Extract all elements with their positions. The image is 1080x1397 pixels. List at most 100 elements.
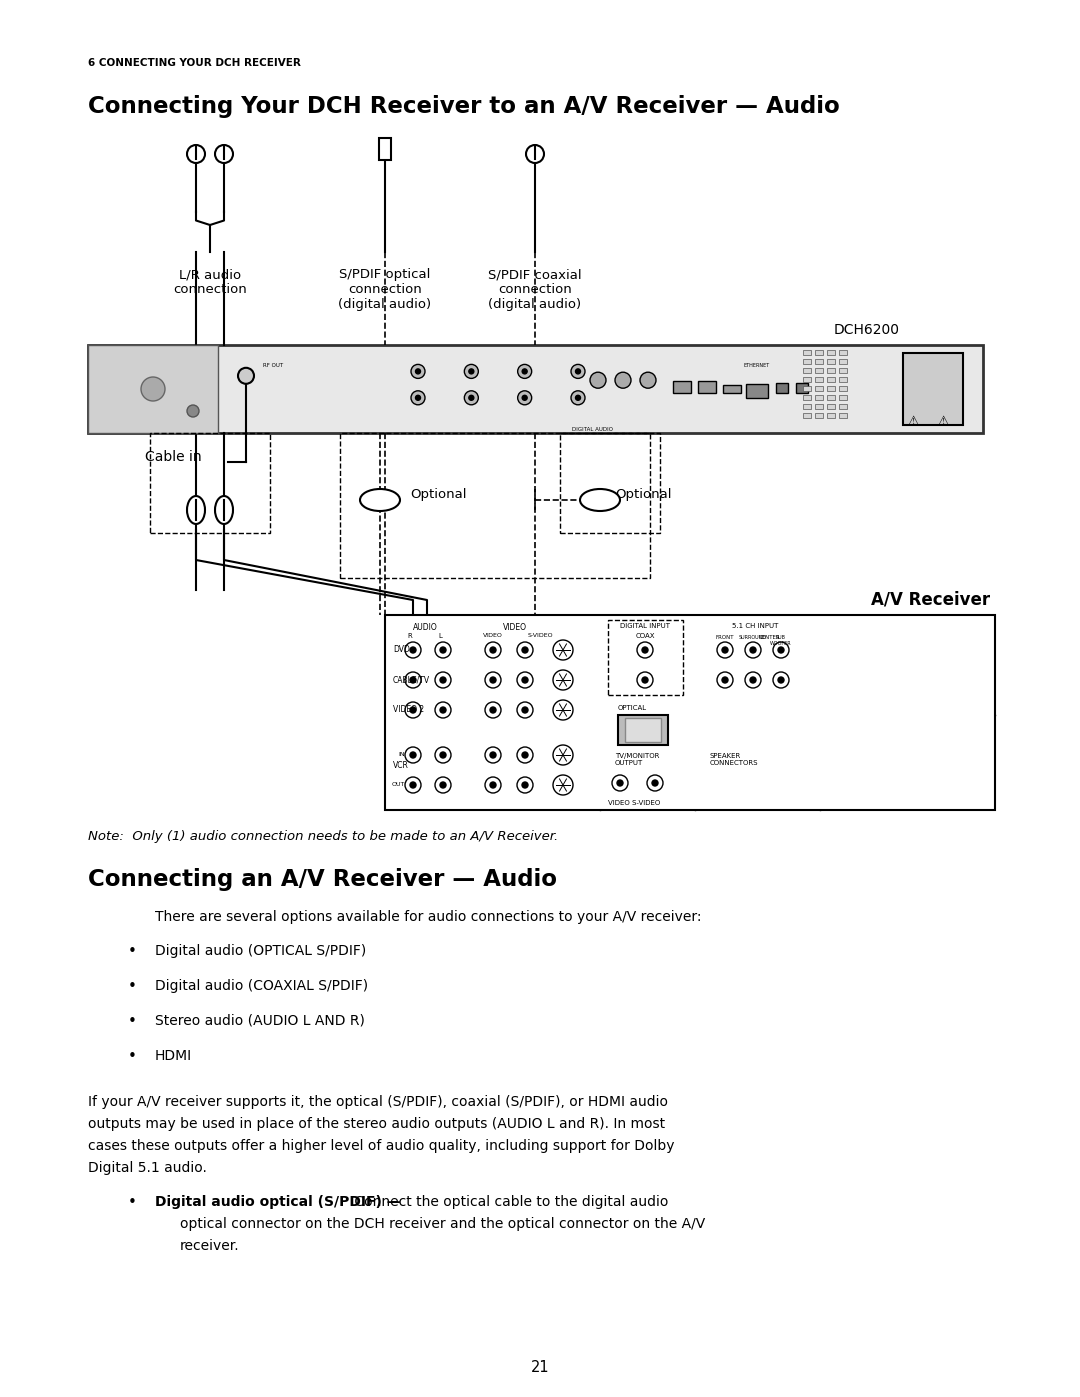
Ellipse shape [215,496,233,524]
Text: SPEAKER
CONNECTORS: SPEAKER CONNECTORS [710,753,758,766]
Text: ETHERNET: ETHERNET [744,363,770,367]
Circle shape [490,752,496,759]
Text: •: • [129,979,137,995]
Text: •: • [129,944,137,958]
Text: Cable in: Cable in [145,450,202,464]
Text: •: • [129,1194,137,1210]
Bar [804,395,811,400]
Circle shape [553,745,573,766]
Text: Optional: Optional [410,488,467,502]
Circle shape [576,395,581,401]
Text: Digital audio (COAXIAL S/PDIF): Digital audio (COAXIAL S/PDIF) [156,979,368,993]
Text: AUDIO: AUDIO [413,623,437,631]
Circle shape [416,369,420,374]
Circle shape [522,678,528,683]
Text: Digital 5.1 audio.: Digital 5.1 audio. [87,1161,207,1175]
Circle shape [485,747,501,763]
Circle shape [612,775,627,791]
Circle shape [411,365,426,379]
Text: L/R audio
connection: L/R audio connection [173,268,247,296]
Bar [379,138,391,161]
Circle shape [642,647,648,652]
Text: DIGITAL INPUT: DIGITAL INPUT [620,623,670,629]
Text: Digital audio (OPTICAL S/PDIF): Digital audio (OPTICAL S/PDIF) [156,944,366,958]
Bar [903,353,963,425]
Bar [804,414,811,418]
Text: OUT: OUT [392,782,405,788]
Circle shape [517,747,534,763]
Text: If your A/V receiver supports it, the optical (S/PDIF), coaxial (S/PDIF), or HDM: If your A/V receiver supports it, the op… [87,1095,669,1109]
Circle shape [745,672,761,687]
Text: There are several options available for audio connections to your A/V receiver:: There are several options available for … [156,909,702,923]
Bar [804,386,811,391]
Bar [827,414,835,418]
Circle shape [647,775,663,791]
Bar [815,404,823,409]
Circle shape [717,672,733,687]
Circle shape [745,643,761,658]
Ellipse shape [187,496,205,524]
Circle shape [187,145,205,163]
Circle shape [405,643,421,658]
Text: VIDEO 2: VIDEO 2 [393,705,424,714]
Text: R: R [407,633,413,638]
Bar [625,718,661,742]
Circle shape [141,377,165,401]
Circle shape [522,707,528,712]
Text: A/V Receiver: A/V Receiver [870,590,990,608]
Circle shape [637,672,653,687]
Bar [608,620,683,694]
Text: VIDEO: VIDEO [483,633,503,638]
Circle shape [410,678,416,683]
Circle shape [440,647,446,652]
Circle shape [553,671,573,690]
Text: Note:  Only (1) audio connection needs to be made to an A/V Receiver.: Note: Only (1) audio connection needs to… [87,830,558,842]
Circle shape [571,365,585,379]
Circle shape [522,752,528,759]
Bar [777,383,788,394]
Circle shape [778,647,784,652]
Bar [815,414,823,418]
Circle shape [411,391,426,405]
Circle shape [485,643,501,658]
Circle shape [717,643,733,658]
Circle shape [435,643,451,658]
Bar [839,351,847,355]
Circle shape [416,395,420,401]
Bar [804,359,811,365]
Bar [827,386,835,391]
Circle shape [410,752,416,759]
Circle shape [469,395,474,401]
Circle shape [490,782,496,788]
Circle shape [652,780,658,787]
Bar [804,377,811,381]
Text: •: • [129,1049,137,1065]
Text: CABLE/TV: CABLE/TV [393,676,430,685]
Text: •: • [129,1014,137,1030]
Text: COAX: COAX [635,633,654,638]
Circle shape [637,643,653,658]
Bar [827,351,835,355]
Circle shape [464,391,478,405]
Bar [839,377,847,381]
Bar [839,359,847,365]
Text: RF OUT: RF OUT [264,363,283,367]
Circle shape [435,672,451,687]
Bar [815,395,823,400]
Circle shape [440,707,446,712]
Text: OPTICAL: OPTICAL [618,705,647,711]
Circle shape [517,777,534,793]
Circle shape [410,647,416,652]
Circle shape [526,145,544,163]
Circle shape [522,782,528,788]
Circle shape [405,747,421,763]
Bar [87,345,218,433]
Bar [839,404,847,409]
Text: S/PDIF optical
connection
(digital audio): S/PDIF optical connection (digital audio… [338,268,432,312]
Circle shape [435,703,451,718]
Bar [796,383,808,394]
Bar [804,367,811,373]
Text: 21: 21 [530,1361,550,1375]
Circle shape [485,672,501,687]
Text: TV/MONITOR
OUTPUT: TV/MONITOR OUTPUT [615,753,660,766]
